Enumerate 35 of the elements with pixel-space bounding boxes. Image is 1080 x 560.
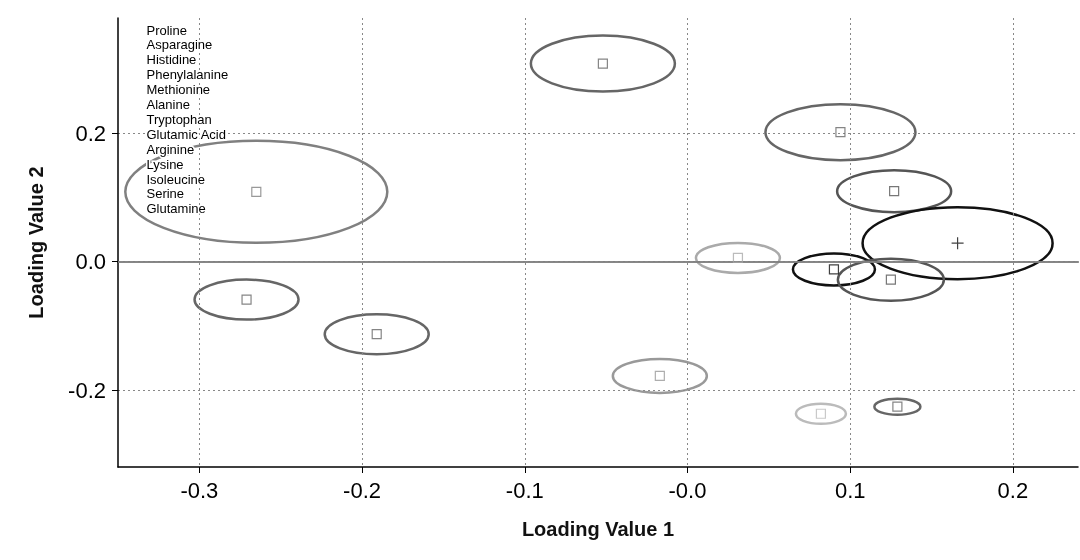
point bbox=[835, 127, 846, 138]
x-tick-label: -0.1 bbox=[505, 477, 544, 503]
x-axis-title: Loading Value 1 bbox=[521, 518, 675, 540]
annotation: Serine bbox=[146, 186, 185, 202]
x-tick-label: -0.0 bbox=[668, 477, 707, 503]
annotation: Alanine bbox=[146, 97, 190, 112]
point bbox=[251, 186, 262, 197]
x-tick-label: 0.2 bbox=[997, 477, 1029, 503]
annotation: Asparagine bbox=[146, 37, 213, 53]
point bbox=[815, 408, 827, 419]
y-tick-label: 0.0 bbox=[75, 249, 106, 275]
point bbox=[371, 329, 382, 340]
point bbox=[885, 274, 896, 285]
point bbox=[889, 186, 900, 197]
point bbox=[892, 401, 903, 412]
y-axis-title: Loading Value 2 bbox=[25, 166, 47, 319]
annotation: Glutamic Acid bbox=[146, 126, 226, 142]
point bbox=[597, 58, 608, 69]
x-tick-label: 0.1 bbox=[834, 477, 866, 503]
annotation: Phenylalanine bbox=[146, 67, 229, 83]
annotation: Isoleucine bbox=[146, 171, 206, 187]
point bbox=[241, 294, 252, 305]
y-tick-label: -0.2 bbox=[68, 377, 106, 403]
y-tick-label: 0.2 bbox=[75, 120, 106, 146]
point bbox=[828, 264, 840, 275]
annotation: Lysine bbox=[146, 156, 184, 172]
annotation: Glutamine bbox=[146, 201, 206, 217]
point bbox=[654, 370, 665, 382]
annotation: Histidine bbox=[146, 52, 197, 68]
x-tick-label: -0.2 bbox=[343, 477, 382, 503]
annotation: Methionine bbox=[146, 82, 211, 98]
annotation: Arginine bbox=[146, 141, 195, 157]
annotation: Tryptophan bbox=[146, 111, 212, 127]
annotation: Proline bbox=[146, 22, 187, 38]
x-tick-label: -0.3 bbox=[180, 477, 219, 503]
